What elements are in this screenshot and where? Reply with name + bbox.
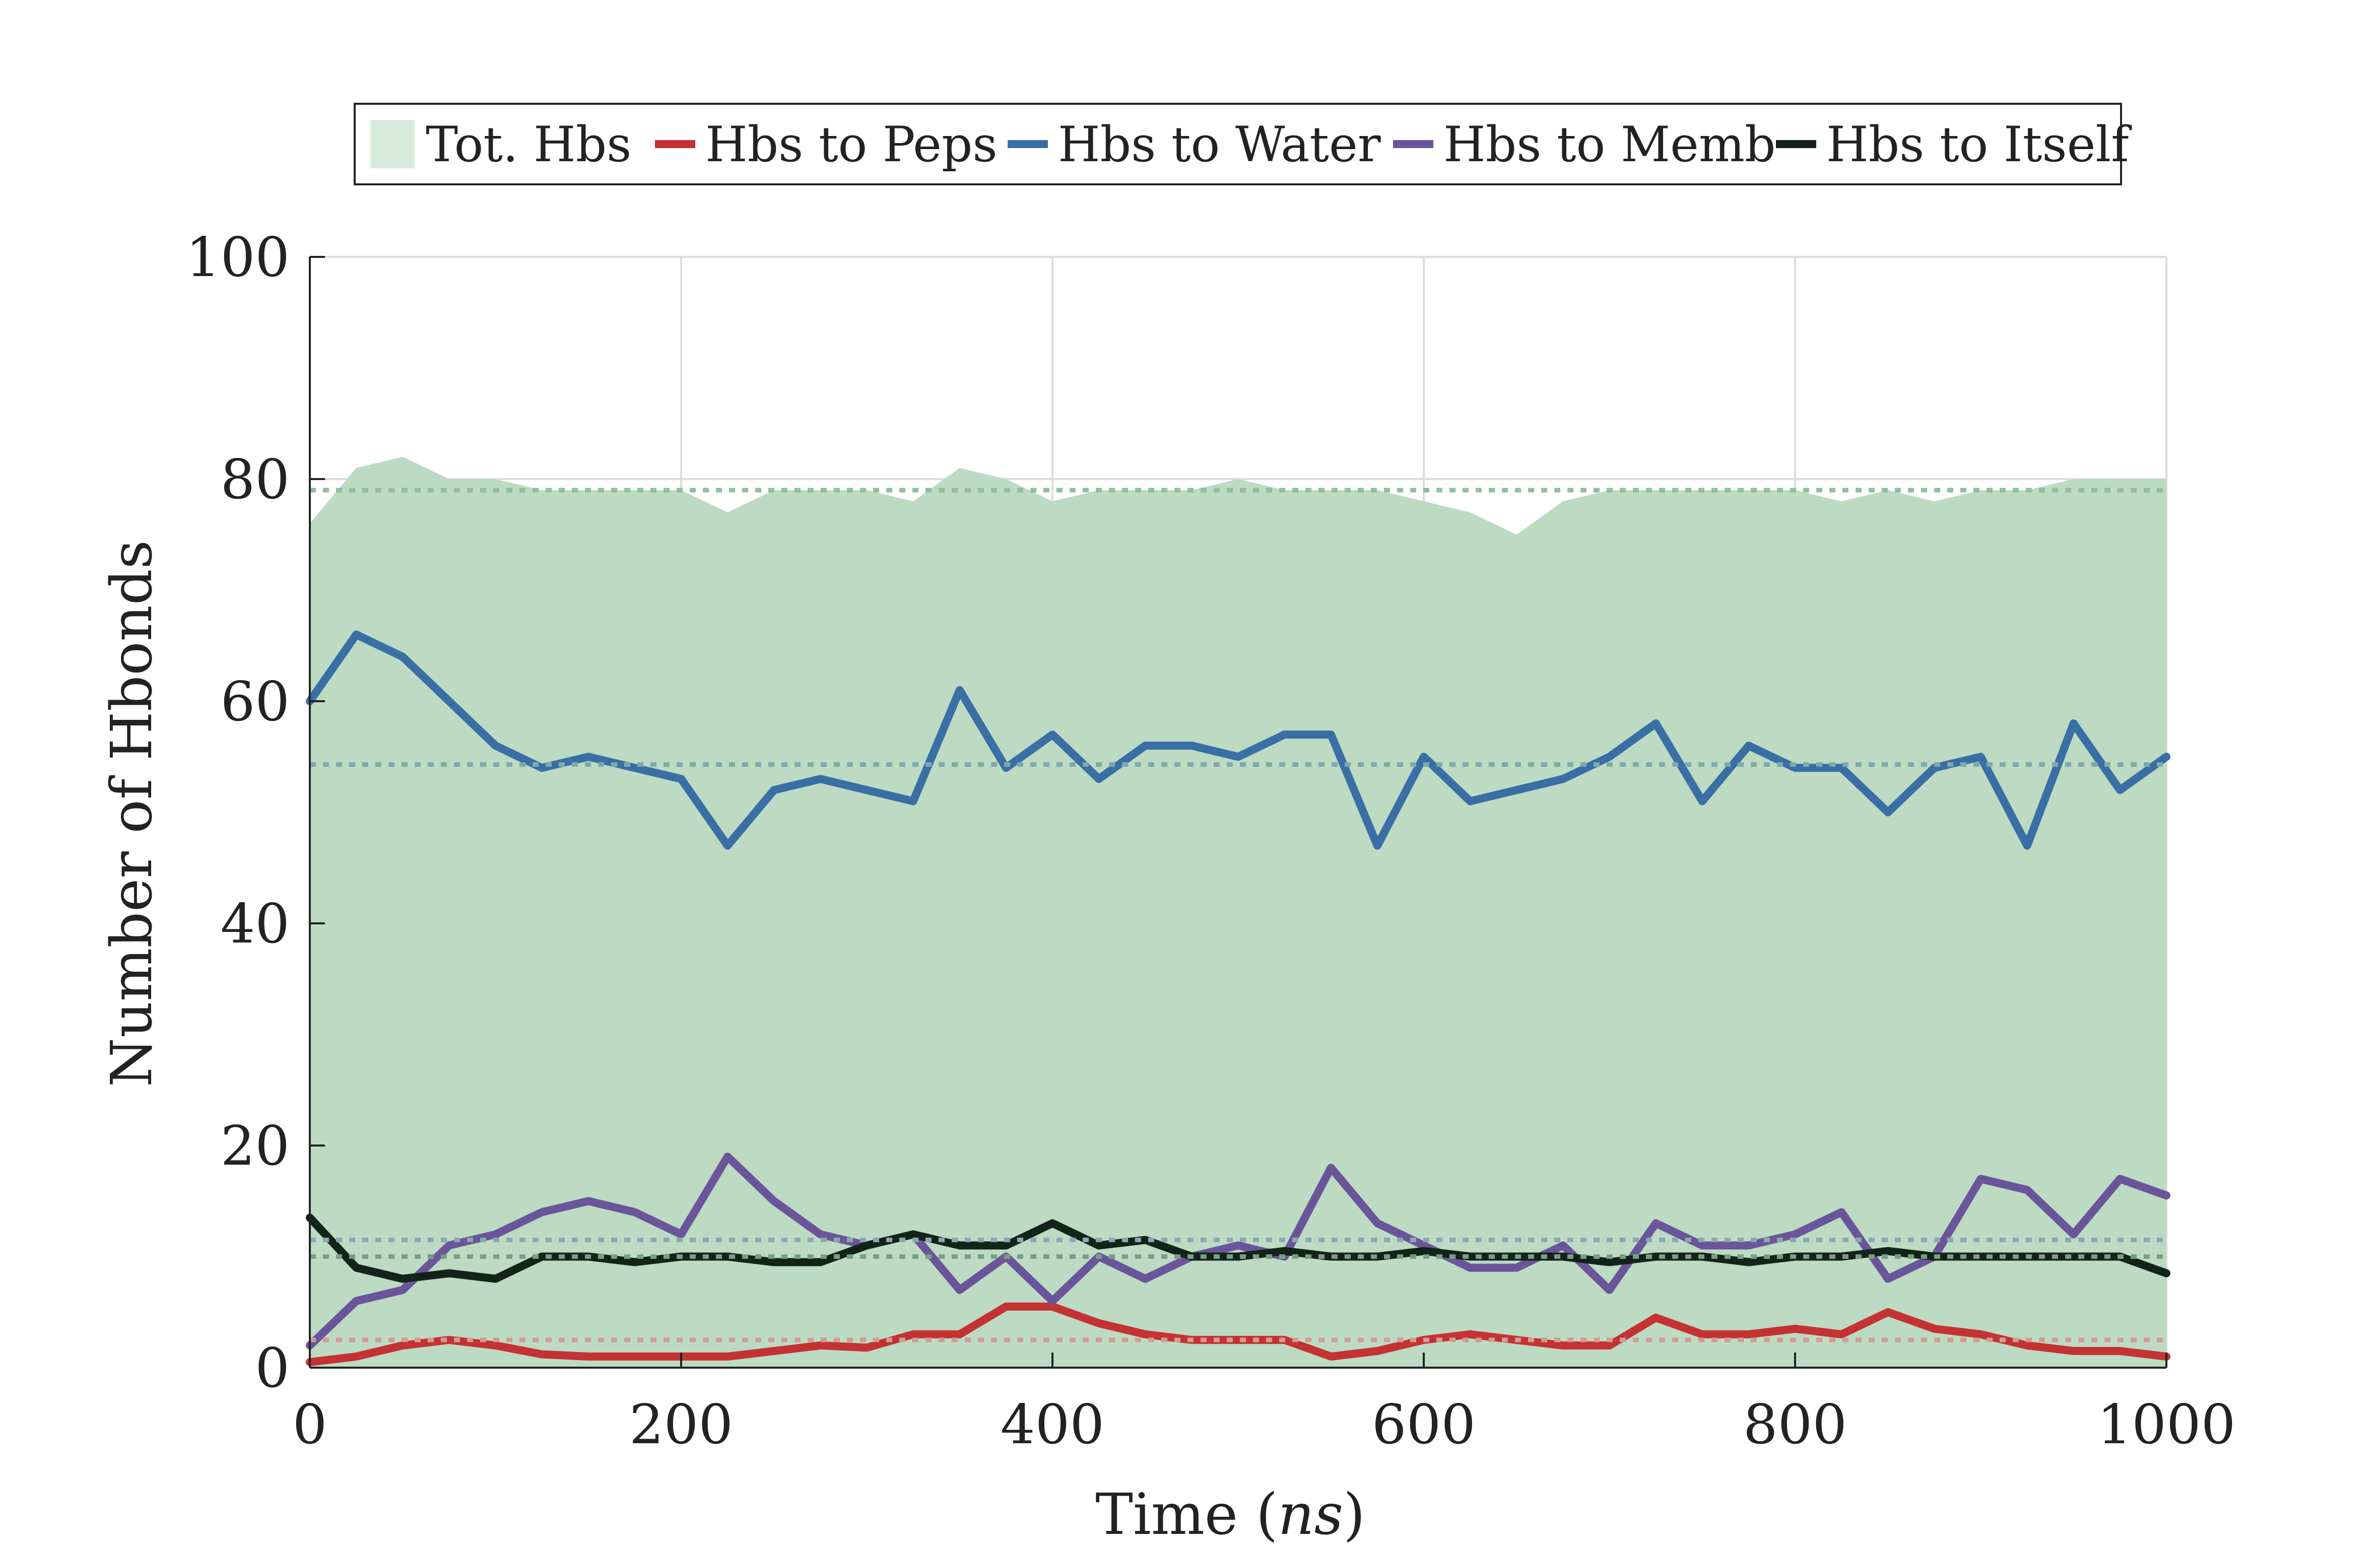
series-line-hbs-to-peps [306,1302,2170,1366]
x-tick-label: 800 [1743,1393,1847,1456]
mean-layer [310,488,2166,1342]
y-tick-label: 20 [221,1115,290,1178]
y-tick-label: 40 [221,893,290,956]
series-line-hbs-to-water [306,630,2170,850]
legend-label: Hbs to Itself [1826,116,2132,173]
x-tick-label: 0 [293,1393,327,1456]
y-tick-label: 60 [221,670,290,733]
series-area-tot-hbs [310,456,2166,1368]
legend-label: Tot. Hbs [426,116,631,173]
legend-label: Hbs to Water [1058,116,1381,173]
series-line-hbs-to-memb [306,1153,2170,1350]
legend-swatch-area [370,120,415,168]
legend-label: Hbs to Peps [705,116,998,173]
data-layer [306,456,2170,1368]
x-tick-label: 400 [1001,1393,1104,1456]
x-tick-label: 1000 [2097,1393,2236,1456]
y-tick-label: 100 [186,226,290,289]
y-axis-title: Number of Hbonds [99,540,165,1087]
y-tick-label: 80 [221,448,290,511]
axes-layer: 0 200 400 600 800 1000 0 20 40 60 80 100 [186,226,2236,1456]
legend-box [354,103,2122,185]
x-tick-label: 600 [1372,1393,1476,1456]
legend-label: Hbs to Memb [1443,116,1775,173]
x-tick-label: 200 [629,1393,733,1456]
legend: Tot. Hbs Hbs to Peps Hbs to Water Hbs to Me… [354,103,2132,185]
x-axis-title: Time (ns) [1095,1482,1365,1547]
y-tick-label: 0 [255,1337,290,1400]
